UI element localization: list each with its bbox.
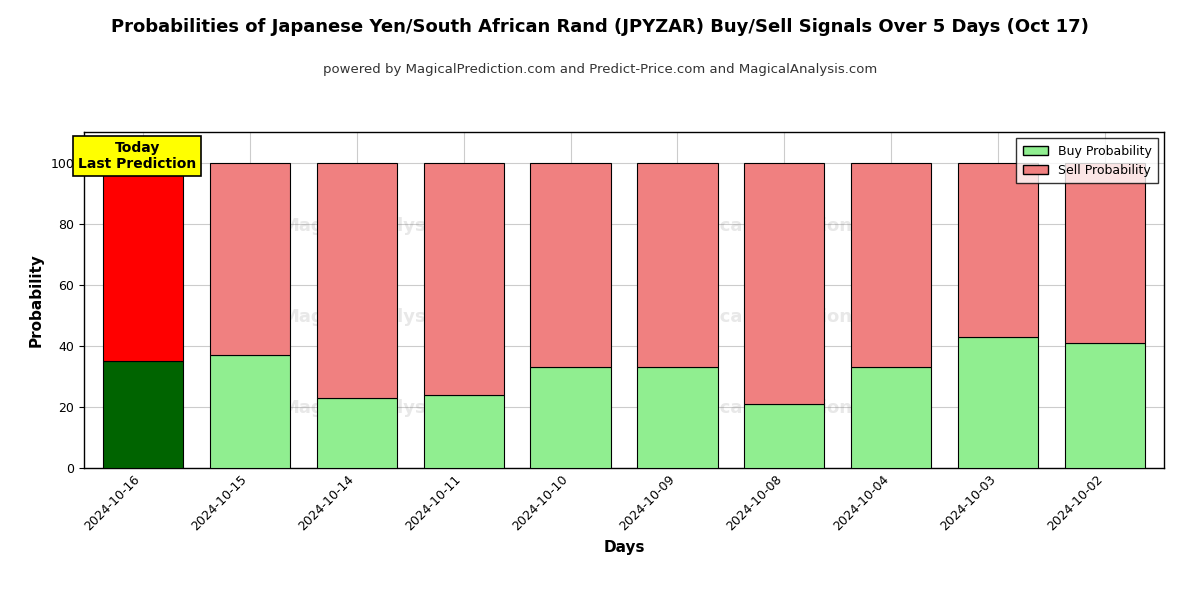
Bar	[530, 163, 611, 367]
Bar	[851, 163, 931, 367]
Text: Probabilities of Japanese Yen/South African Rand (JPYZAR) Buy/Sell Signals Over : Probabilities of Japanese Yen/South Afri…	[112, 18, 1088, 36]
Bar	[424, 395, 504, 468]
Bar	[851, 367, 931, 468]
Text: MagicalPrediction.com: MagicalPrediction.com	[671, 217, 901, 235]
Bar	[530, 367, 611, 468]
Text: Today
Last Prediction: Today Last Prediction	[78, 141, 197, 172]
Bar	[958, 163, 1038, 337]
Bar	[1066, 163, 1145, 343]
Bar	[317, 163, 397, 398]
Text: MagicalAnalysis.com: MagicalAnalysis.com	[282, 308, 491, 326]
Bar	[958, 337, 1038, 468]
Bar	[637, 367, 718, 468]
Bar	[210, 355, 290, 468]
Text: MagicalPrediction.com: MagicalPrediction.com	[671, 308, 901, 326]
Bar	[317, 398, 397, 468]
Bar	[424, 163, 504, 395]
Bar	[637, 163, 718, 367]
Text: powered by MagicalPrediction.com and Predict-Price.com and MagicalAnalysis.com: powered by MagicalPrediction.com and Pre…	[323, 63, 877, 76]
Bar	[1066, 343, 1145, 468]
Bar	[103, 361, 182, 468]
Bar	[744, 163, 824, 404]
Bar	[103, 163, 182, 361]
Legend: Buy Probability, Sell Probability: Buy Probability, Sell Probability	[1016, 138, 1158, 183]
Bar	[210, 163, 290, 355]
X-axis label: Days: Days	[604, 540, 644, 555]
Text: MagicalPrediction.com: MagicalPrediction.com	[671, 398, 901, 416]
Y-axis label: Probability: Probability	[29, 253, 43, 347]
Text: MagicalAnalysis.com: MagicalAnalysis.com	[282, 398, 491, 416]
Text: MagicalAnalysis.com: MagicalAnalysis.com	[282, 217, 491, 235]
Bar	[744, 404, 824, 468]
